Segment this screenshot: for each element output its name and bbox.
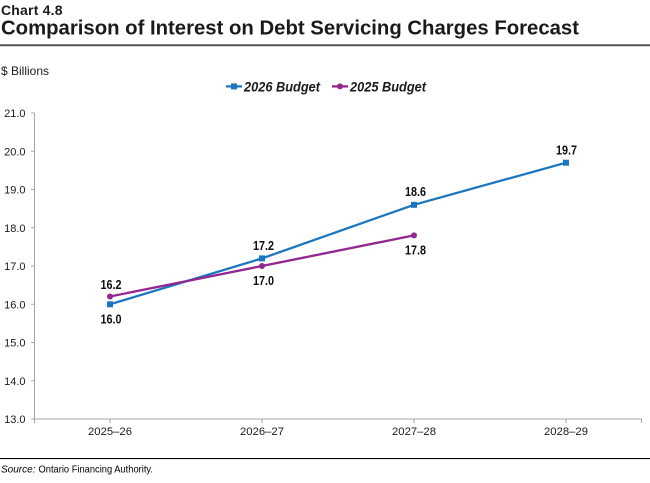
- svg-text:$ Billions: $ Billions: [1, 64, 49, 78]
- svg-text:19.7: 19.7: [556, 142, 577, 157]
- svg-text:Chart 4.8: Chart 4.8: [1, 2, 63, 18]
- svg-text:19.0: 19.0: [4, 185, 25, 197]
- svg-text:2028–29: 2028–29: [544, 426, 588, 438]
- svg-text:17.2: 17.2: [253, 238, 274, 253]
- svg-text:2026–27: 2026–27: [240, 426, 284, 438]
- svg-text:2025–26: 2025–26: [88, 426, 132, 438]
- svg-text:2027–28: 2027–28: [392, 426, 436, 438]
- svg-text:18.6: 18.6: [405, 184, 426, 199]
- svg-text:16.2: 16.2: [101, 277, 122, 292]
- svg-text:15.0: 15.0: [4, 338, 25, 350]
- svg-text:18.0: 18.0: [4, 223, 25, 235]
- svg-text:20.0: 20.0: [4, 146, 25, 158]
- svg-text:21.0: 21.0: [4, 108, 25, 120]
- svg-text:17.0: 17.0: [253, 273, 274, 288]
- svg-text:16.0: 16.0: [4, 299, 25, 311]
- svg-text:17.0: 17.0: [4, 261, 25, 273]
- svg-text:14.0: 14.0: [4, 376, 25, 388]
- svg-text:2026 Budget: 2026 Budget: [243, 79, 320, 94]
- svg-text:13.0: 13.0: [4, 414, 25, 426]
- svg-text:Ontario Financing Authority.: Ontario Financing Authority.: [39, 464, 154, 476]
- svg-text:2025 Budget: 2025 Budget: [349, 79, 426, 94]
- svg-text:Comparison of Interest on Debt: Comparison of Interest on Debt Servicing…: [1, 18, 579, 40]
- svg-text:17.8: 17.8: [405, 243, 426, 258]
- svg-text:16.0: 16.0: [101, 311, 122, 326]
- svg-text:Source:: Source:: [1, 464, 36, 476]
